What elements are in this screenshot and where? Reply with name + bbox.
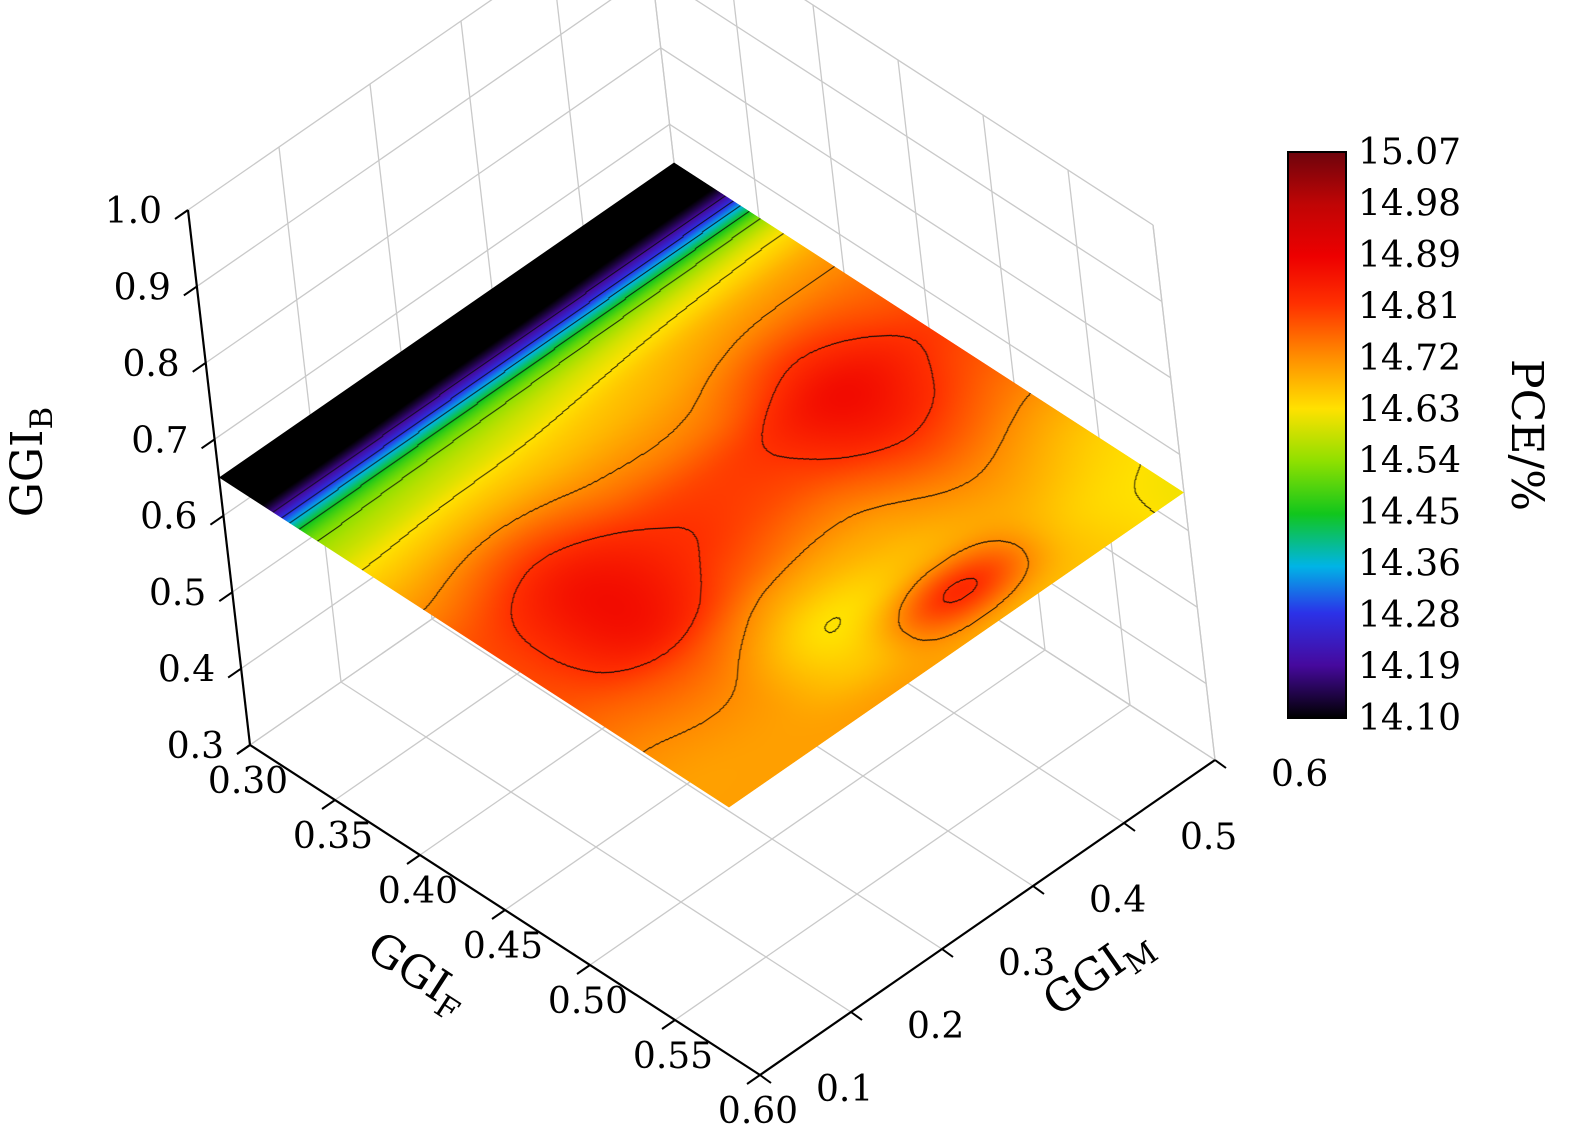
- z-tick-label: 0.6: [140, 497, 197, 538]
- x-tick-mark: [746, 1074, 761, 1085]
- z-tick-label: 1.0: [105, 191, 162, 232]
- colorbar-tick-label: 14.98: [1358, 183, 1461, 224]
- colorbar: [1287, 151, 1347, 719]
- grid-line: [187, 0, 493, 211]
- z-tick-label: 0.9: [114, 267, 171, 308]
- grid-line: [205, 47, 662, 364]
- y-tick-label: 0.2: [907, 1006, 964, 1047]
- colorbar-tick-label: 14.45: [1358, 492, 1461, 533]
- y-axis-title: GGIM: [1034, 916, 1165, 1032]
- y-tick-label: 0.1: [816, 1069, 873, 1110]
- z-tick-mark: [218, 591, 233, 602]
- colorbar-tick-label: 14.89: [1358, 235, 1461, 276]
- y-tick-mark: [850, 1011, 863, 1021]
- z-tick-label: 0.7: [131, 420, 188, 461]
- x-tick-label: 0.30: [208, 761, 288, 802]
- x-tick-mark: [236, 744, 251, 755]
- z-tick-mark: [174, 209, 189, 220]
- y-tick-label: 0.4: [1089, 880, 1146, 921]
- y-tick-mark: [1123, 822, 1136, 832]
- z-tick-mark: [209, 514, 224, 526]
- colorbar-tick-label: 14.54: [1358, 441, 1461, 482]
- x-tick-mark: [406, 854, 421, 865]
- grid-line: [196, 0, 612, 287]
- colorbar-tick-label: 14.36: [1358, 544, 1461, 585]
- z-tick-mark: [201, 438, 216, 450]
- x-tick-label: 0.50: [548, 981, 628, 1022]
- y-axis-line: [759, 759, 1216, 1076]
- x-tick-label: 0.55: [633, 1036, 713, 1077]
- grid-line: [674, 704, 1131, 1021]
- z-tick-mark: [227, 667, 242, 679]
- colorbar-title: PCE/%: [1501, 359, 1552, 511]
- z-axis-line: [186, 209, 252, 746]
- box-edge: [1152, 224, 1216, 761]
- z-tick-label: 0.8: [122, 344, 179, 385]
- x-tick-label: 0.45: [463, 926, 543, 967]
- x-tick-mark: [491, 909, 506, 920]
- x-tick-mark: [661, 1019, 676, 1030]
- y-tick-mark: [1032, 885, 1045, 895]
- y-tick-label: 0.5: [1180, 817, 1237, 858]
- grid-line: [214, 123, 670, 440]
- y-tick-label: 0.6: [1271, 754, 1328, 795]
- y-tick-mark: [759, 1074, 772, 1084]
- z-tick-label: 0.5: [149, 573, 206, 614]
- z-tick-mark: [192, 362, 207, 373]
- colorbar-tick-label: 14.72: [1358, 338, 1461, 379]
- z-axis-title: GGIB: [2, 407, 60, 517]
- colorbar-tick-label: 14.28: [1358, 595, 1461, 636]
- colorbar-tick-label: 14.10: [1358, 698, 1461, 739]
- x-tick-label: 0.40: [378, 871, 458, 912]
- x-tick-mark: [576, 964, 591, 975]
- colorbar-tick-label: 14.19: [1358, 647, 1461, 688]
- z-tick-label: 0.4: [158, 650, 215, 691]
- colorbar-tick-label: 14.81: [1358, 286, 1461, 327]
- x-tick-label: 0.60: [718, 1091, 798, 1130]
- y-tick-mark: [941, 948, 954, 958]
- colorbar-tick-label: 15.07: [1358, 132, 1461, 173]
- x-tick-label: 0.35: [293, 816, 373, 857]
- colorbar-tick-label: 14.63: [1358, 389, 1461, 430]
- z-tick-label: 0.3: [167, 726, 224, 767]
- y-tick-mark: [1214, 759, 1227, 769]
- x-axis-title: GGIF: [354, 922, 477, 1030]
- z-tick-mark: [183, 285, 198, 297]
- x-tick-mark: [321, 799, 336, 810]
- y-tick-label: 0.3: [998, 943, 1055, 984]
- grid-line: [589, 649, 1046, 966]
